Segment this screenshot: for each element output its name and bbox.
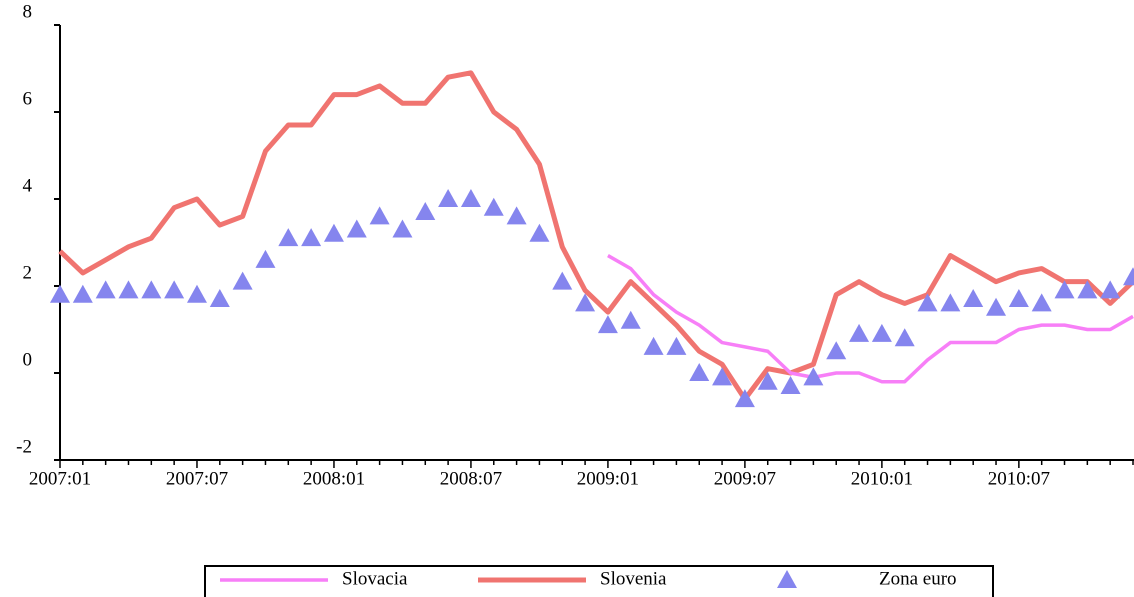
- marker: [620, 310, 641, 329]
- marker: [780, 376, 801, 395]
- marker: [1077, 280, 1098, 299]
- marker: [894, 328, 915, 347]
- x-tick-label: 2009:07: [714, 468, 776, 489]
- y-tick-label: 2: [23, 262, 33, 283]
- marker: [483, 197, 504, 216]
- marker: [118, 280, 139, 299]
- marker: [597, 315, 618, 334]
- marker: [209, 289, 230, 308]
- marker: [72, 284, 93, 303]
- y-tick-label: 4: [23, 175, 33, 196]
- y-tick-label: -2: [16, 436, 32, 457]
- marker: [460, 189, 481, 207]
- marker: [301, 228, 322, 247]
- line: [58, 70, 1134, 402]
- line: [607, 254, 1134, 384]
- marker: [871, 323, 892, 342]
- x-tick-label: 2010:01: [851, 468, 913, 489]
- legend-label: Slovacia: [342, 568, 408, 589]
- marker: [278, 228, 299, 247]
- x-tick-label: 2009:01: [577, 468, 639, 489]
- marker: [164, 280, 185, 299]
- marker: [323, 223, 344, 242]
- x-tick-label: 2007:01: [29, 468, 91, 489]
- marker: [232, 271, 253, 290]
- marker: [438, 189, 459, 207]
- marker: [392, 219, 413, 238]
- marker: [186, 284, 207, 303]
- marker: [346, 219, 367, 238]
- marker: [369, 206, 390, 225]
- marker: [506, 206, 527, 225]
- marker: [917, 293, 938, 312]
- marker: [1054, 280, 1075, 299]
- marker: [712, 367, 733, 386]
- legend-box: [204, 565, 994, 597]
- marker: [826, 341, 847, 360]
- marker: [849, 323, 870, 342]
- marker: [1008, 289, 1029, 308]
- marker: [1031, 293, 1052, 312]
- marker: [95, 280, 116, 299]
- marker: [255, 249, 276, 268]
- marker: [1123, 267, 1134, 286]
- marker: [689, 363, 710, 381]
- marker: [986, 297, 1007, 316]
- x-tick-label: 2008:01: [303, 468, 365, 489]
- x-tick-label: 2010:07: [988, 468, 1050, 489]
- legend-marker: [777, 570, 797, 588]
- x-tick-label: 2007:07: [166, 468, 228, 489]
- marker: [141, 280, 162, 299]
- marker: [803, 367, 824, 386]
- marker: [643, 336, 664, 355]
- marker: [940, 293, 961, 312]
- y-tick-label: 0: [23, 349, 33, 370]
- marker: [963, 289, 984, 308]
- y-tick-label: 8: [23, 1, 33, 22]
- marker: [1100, 280, 1121, 299]
- marker: [734, 389, 755, 408]
- legend-label: Zona euro: [879, 568, 957, 589]
- marker: [757, 371, 778, 390]
- y-tick-label: 6: [23, 88, 33, 109]
- legend-label: Slovenia: [600, 568, 667, 589]
- marker: [50, 284, 70, 303]
- marker: [529, 223, 550, 242]
- marker: [415, 202, 436, 221]
- marker: [552, 271, 573, 290]
- marker: [666, 336, 687, 355]
- x-tick-label: 2008:07: [440, 468, 502, 489]
- marker: [575, 293, 596, 312]
